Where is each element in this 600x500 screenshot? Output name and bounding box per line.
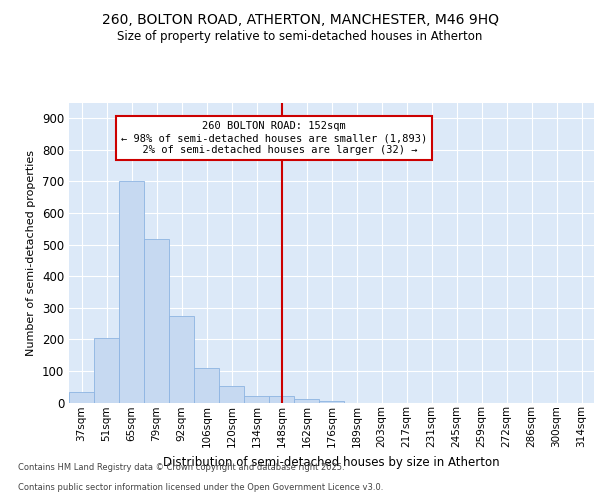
Text: Size of property relative to semi-detached houses in Atherton: Size of property relative to semi-detach… (118, 30, 482, 43)
Text: Contains HM Land Registry data © Crown copyright and database right 2025.: Contains HM Land Registry data © Crown c… (18, 464, 344, 472)
Text: Contains public sector information licensed under the Open Government Licence v3: Contains public sector information licen… (18, 484, 383, 492)
X-axis label: Distribution of semi-detached houses by size in Atherton: Distribution of semi-detached houses by … (163, 456, 500, 468)
Bar (94, 338, 119, 402)
Bar (219, 386, 244, 402)
Y-axis label: Number of semi-detached properties: Number of semi-detached properties (26, 150, 37, 356)
Text: 260, BOLTON ROAD, ATHERTON, MANCHESTER, M46 9HQ: 260, BOLTON ROAD, ATHERTON, MANCHESTER, … (101, 12, 499, 26)
Bar (194, 368, 219, 402)
Text: 260 BOLTON ROAD: 152sqm
← 98% of semi-detached houses are smaller (1,893)
  2% o: 260 BOLTON ROAD: 152sqm ← 98% of semi-de… (121, 122, 427, 154)
Bar (244, 396, 269, 402)
Bar (69, 392, 94, 402)
Bar (169, 316, 194, 402)
Bar (269, 396, 294, 402)
Bar (294, 398, 319, 402)
Bar (144, 239, 169, 402)
Bar (319, 401, 344, 402)
Bar (119, 182, 144, 402)
